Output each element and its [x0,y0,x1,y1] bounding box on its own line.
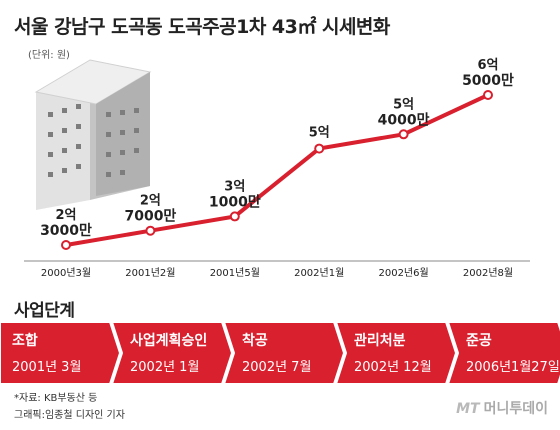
data-point [61,240,71,250]
stage-arrow [222,322,346,384]
x-tick-label: 2002년6월 [378,267,428,279]
price-chart: 2억 3000만 2000년3월 2억 7000만 2001년2월 3억 1000만 2001년… [24,58,530,279]
stage-arrow [0,322,122,384]
data-label: 2억 7000만 [124,194,176,225]
stage-date: 2002년 12월 [354,360,432,375]
data-label: 5억 [309,126,330,141]
unit-label: (단위: 원) [28,50,70,61]
x-tick-label: 2001년2월 [125,267,175,279]
data-point [145,225,156,236]
x-tick-label: 2000년3월 [41,267,91,279]
stage-item: 관리처분 2002년 12월 [342,322,448,384]
stage-arrow [446,322,560,384]
x-tick-label: 2002년1월 [294,267,344,279]
data-point [314,143,325,154]
stage-item: 조합 2001년 3월 [0,322,106,384]
stage-item: 사업계획승인 2002년 1월 [118,322,224,384]
price-series-line [64,93,490,247]
data-label: 3억 1000만 [209,179,261,210]
data-point [483,90,493,100]
stage-timeline: 조합 2001년 3월 사업계획승인 2002년 1월 착공 2002년 7월 관리처분 20… [0,322,560,384]
stage-arrow [110,322,234,384]
x-tick-label: 2002년8월 [463,267,513,279]
stage-label: 준공 [466,333,492,349]
stage-label: 관리처분 [354,333,406,349]
stage-date: 2006년1월27일 [466,360,560,375]
building-illustration [34,59,152,210]
credit-note: 그래픽:임종철 디자인 기자 [14,410,125,421]
stage-item: 착공 2002년 7월 [230,322,336,384]
brand-logo: MT 머니투데이 [456,398,548,418]
stage-label: 착공 [242,333,268,349]
data-point [398,129,409,140]
brand-name: 머니투데이 [483,401,548,417]
stage-date: 2001년 3월 [12,360,82,375]
data-label: 6억 5000만 [462,58,514,89]
stage-section-title: 사업단계 [14,301,75,321]
stage-item: 준공 2006년1월27일 [454,322,560,384]
brand-mt: MT [456,401,480,417]
stage-date: 2002년 7월 [242,360,312,375]
stage-arrow [334,322,458,384]
footnotes: *자료: KB부동산 등 그래픽:임종철 디자인 기자 [14,390,125,424]
data-label: 2억 3000만 [40,208,92,239]
stage-date: 2002년 1월 [130,360,200,375]
stage-label: 조합 [12,333,38,349]
stage-arrows [0,322,560,384]
data-point [229,211,240,222]
data-label: 5억 4000만 [378,97,430,128]
x-tick-label: 2001년5월 [210,267,260,279]
chart-title: 서울 강남구 도곡동 도곡주공1차 43㎡ 시세변화 [14,16,390,38]
source-note: *자료: KB부동산 등 [14,393,98,404]
stage-label: 사업계획승인 [130,333,208,349]
